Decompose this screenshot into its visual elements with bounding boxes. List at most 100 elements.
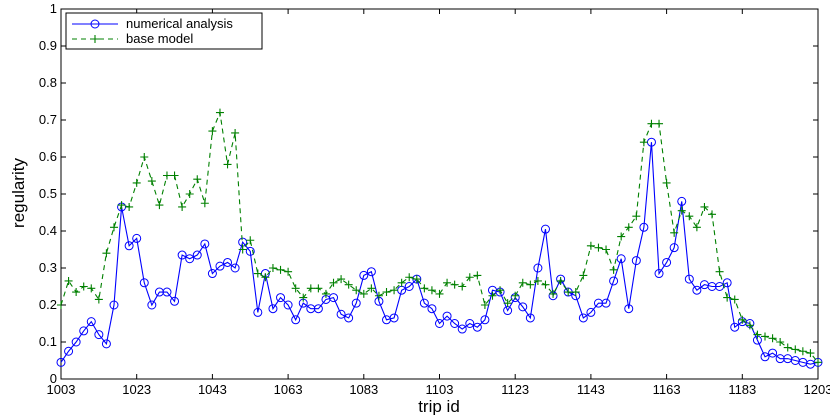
data-point-marker [594,243,603,252]
data-point-marker [238,245,247,254]
data-point-marker [465,273,474,282]
data-point-marker [276,265,285,274]
y-tick-label: 0.4 [39,223,57,238]
data-point-marker [329,293,339,303]
data-point-marker [496,286,505,295]
data-point-marker [291,315,301,325]
data-point-marker [442,311,452,321]
data-point-marker [284,267,293,276]
data-point-marker [193,175,202,184]
data-point-marker [768,348,778,358]
data-point-marker [109,223,118,232]
data-point-marker [601,298,611,308]
x-tick-label: 1183 [728,382,756,397]
data-point-marker [192,250,202,260]
legend-label: numerical analysis [126,16,233,31]
data-point-marker [147,300,157,310]
data-point-marker [677,206,686,215]
data-point-marker [117,201,126,210]
data-point-marker [458,282,467,291]
legend-swatch-marker [91,35,99,43]
data-point-marker [231,128,240,137]
data-point-marker [306,284,315,293]
data-point-marker [692,223,701,232]
data-point-marker [200,199,209,208]
data-point-marker [533,276,542,285]
legend-swatch-marker [90,19,100,29]
data-point-marker [72,288,81,297]
data-point-marker [503,299,512,308]
data-point-marker [533,263,543,273]
data-point-marker [170,296,180,306]
y-tick-label: 0.9 [39,38,57,53]
data-point-marker [178,202,187,211]
data-point-marker [125,202,134,211]
data-point-marker [776,338,785,346]
data-point-marker [185,190,194,198]
x-tick-label: 1003 [47,382,76,397]
y-tick-label: 0.3 [39,260,57,275]
data-point-marker [253,307,263,317]
data-point-marker [276,293,286,303]
data-point-marker [730,322,740,332]
data-point-marker [64,346,74,356]
data-point-marker [624,223,633,232]
data-point-marker [473,271,482,280]
data-point-marker [246,236,255,245]
data-point-marker [109,300,119,310]
x-tick-label: 1043 [198,382,227,397]
y-axis: 0 0.1 0.2 0.3 0.4 0.5 0.6 0.7 0.8 0.9 1 [39,1,818,386]
plot-area [56,8,823,380]
data-point-marker [208,127,217,136]
data-point-marker [465,319,475,328]
data-point-marker [162,171,171,180]
x-tick-label: 1063 [274,382,303,397]
data-point-marker [632,212,641,221]
data-point-marker [94,330,104,340]
y-tick-label: 0.5 [39,186,57,201]
data-point-marker [420,284,429,293]
data-point-marker [79,282,88,291]
data-point-marker [390,286,399,295]
data-point-marker [132,233,142,243]
data-point-marker [609,276,619,286]
legend-label: base model [126,31,193,46]
data-point-marker [540,224,550,234]
data-point-marker [700,202,709,211]
data-point-marker [435,319,444,328]
data-point-marker [336,309,346,319]
data-point-marker [102,249,111,258]
data-point-marker [367,284,376,293]
data-point-marker [609,265,618,274]
y-tick-label: 0.6 [39,149,57,164]
data-point-marker [64,276,73,285]
x-tick-label: 1083 [349,382,378,397]
data-point-marker [564,288,573,297]
data-point-marker [684,274,694,284]
data-point-marker [147,177,156,186]
data-point-marker [215,261,225,271]
data-point-marker [344,313,354,323]
x-tick-label: 1103 [426,382,454,397]
data-point-marker [94,295,103,304]
y-tick-label: 0.2 [39,297,57,312]
data-point-marker [223,257,233,267]
data-point-marker [435,289,444,298]
data-point-marker [314,284,323,293]
y-tick-label: 0.8 [39,75,57,90]
data-point-marker [457,324,467,334]
data-point-marker [283,300,293,310]
data-point-marker [337,275,346,284]
data-point-marker [760,352,770,362]
legend-box [65,12,263,50]
data-point-marker [578,313,588,323]
x-tick-label: 1163 [653,382,681,397]
data-point-marker [692,285,702,295]
data-point-marker [617,232,626,241]
data-point-marker [798,347,807,356]
data-point-marker [602,245,611,254]
data-point-marker [382,288,391,297]
data-point-marker [177,250,187,260]
data-point-marker [223,160,232,169]
x-tick-label: 1203 [804,382,830,397]
